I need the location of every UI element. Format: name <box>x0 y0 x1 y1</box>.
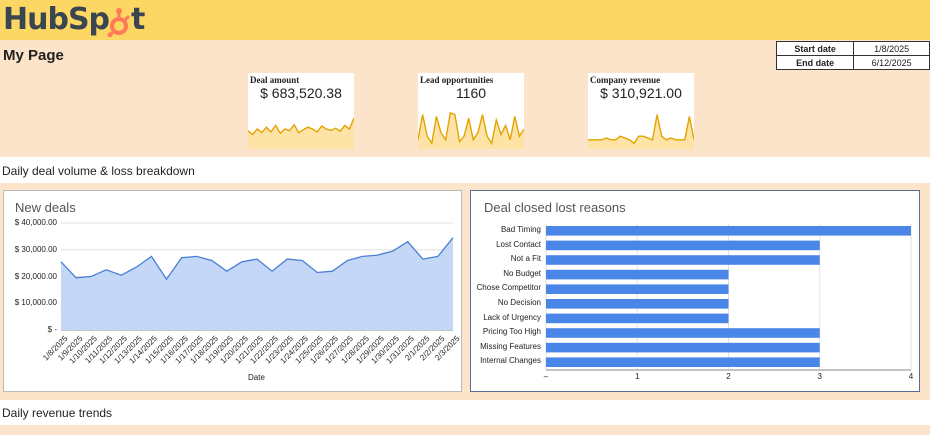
bar <box>546 299 729 309</box>
category-label: Not a Fit <box>510 254 541 264</box>
start-date-value[interactable]: 1/8/2025 <box>853 41 930 56</box>
hubspot-logo[interactable]: Hub Sp t <box>3 2 145 37</box>
category-label: Internal Changes <box>480 356 541 366</box>
x-tick-label: 4 <box>908 372 914 381</box>
bar <box>546 240 820 251</box>
logo-text-part1: Hub <box>3 2 69 37</box>
category-label: Chose Competitor <box>476 283 541 293</box>
y-tick-label: $ 30,000.00 <box>14 244 57 254</box>
sparkline-area <box>588 114 694 149</box>
end-date-value[interactable]: 6/12/2025 <box>853 55 930 70</box>
category-label: Bad Timing <box>500 225 541 234</box>
page-title: My Page <box>3 47 64 64</box>
series-area <box>61 237 453 330</box>
category-label: No Decision <box>497 298 541 307</box>
date-range-table: Start date 1/8/2025 End date 6/12/2025 <box>775 41 930 70</box>
lost-reasons-chart-card[interactable]: Deal closed lost reasons Bad Timing Lost … <box>470 190 920 392</box>
kpi-value: 1160 <box>455 85 487 101</box>
y-tick-label: $ 20,000.00 <box>14 271 57 281</box>
sparkline-line <box>248 117 354 136</box>
bar <box>546 357 820 367</box>
section-title-revenue-trends: Daily revenue trends <box>2 406 113 420</box>
bar <box>546 313 729 324</box>
kpi-label: Company revenue <box>590 75 661 85</box>
kpi-label: Deal amount <box>250 75 300 85</box>
x-tick-label: 1 <box>635 372 640 381</box>
bar <box>546 328 820 338</box>
sprocket-icon <box>107 5 133 37</box>
section-header-band: Daily revenue trends <box>0 400 930 425</box>
kpi-value: $ 310,921.00 <box>600 85 682 101</box>
sparkline-line <box>588 114 694 145</box>
kpi-value: $ 683,520.38 <box>260 85 342 101</box>
bar <box>546 226 911 236</box>
x-axis-title: Date <box>248 373 265 382</box>
top-bar: Hub Sp t <box>0 0 930 40</box>
kpi-label: Lead opportunities <box>420 75 494 85</box>
bar <box>546 342 820 353</box>
category-label: Pricing Too High <box>482 327 541 337</box>
category-label: Lost Contact <box>496 239 541 249</box>
new-deals-chart-card[interactable]: New deals $ 40,000.00 $ 30,000.00 $ 20,000… <box>3 190 462 392</box>
y-tick-label: $ 40,000.00 <box>14 218 57 227</box>
logo-text-part3: t <box>131 2 145 37</box>
category-label: Missing Features <box>480 341 541 351</box>
bar <box>546 269 729 280</box>
end-date-label: End date <box>775 55 855 70</box>
section-title-deal-volume: Daily deal volume & loss breakdown <box>2 164 195 178</box>
section-header-band: Daily deal volume & loss breakdown <box>0 157 930 183</box>
lost-reasons-plot <box>545 224 912 371</box>
bar <box>546 255 820 265</box>
chart-title: New deals <box>15 200 76 215</box>
y-tick-label: $ 10,000.00 <box>14 298 57 308</box>
kpi-company-revenue[interactable]: Company revenue $ 310,921.00 <box>588 73 694 149</box>
kpi-sparkline <box>418 111 524 149</box>
kpi-sparkline <box>588 114 694 149</box>
chart-title: Deal closed lost reasons <box>484 200 626 215</box>
category-label: Lack of Urgency <box>483 312 541 322</box>
x-tick-label: 2 <box>726 372 731 381</box>
bar <box>546 284 729 294</box>
kpi-deal-amount[interactable]: Deal amount $ 683,520.38 <box>248 73 354 149</box>
kpi-lead-opportunities[interactable]: Lead opportunities 1160 <box>418 73 524 149</box>
sparkline-area <box>248 118 354 149</box>
x-tick-label: 3 <box>817 372 822 381</box>
category-label: No Budget <box>503 268 541 278</box>
x-tick-label: – <box>543 372 549 381</box>
start-date-label: Start date <box>775 41 855 56</box>
kpi-sparkline <box>248 117 354 149</box>
new-deals-plot <box>60 222 454 331</box>
logo-text-part2: Sp <box>67 2 110 37</box>
sparkline-line <box>418 111 524 146</box>
y-tick-label: $ - <box>47 325 57 334</box>
